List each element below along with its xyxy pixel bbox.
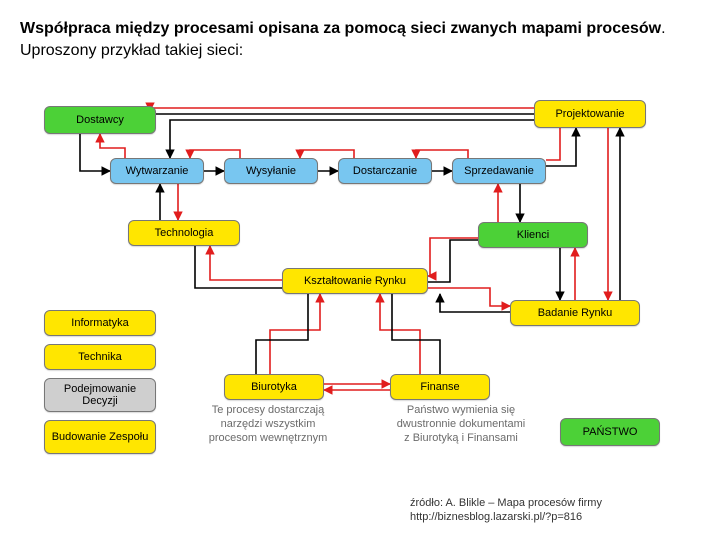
edge-wysylanie-wytwarzanie (190, 150, 240, 158)
edge-wytwarzanie-dostawcy (100, 134, 125, 158)
node-wytwarzanie: Wytwarzanie (110, 158, 204, 184)
edge-klienci-ksztaltowanie (428, 238, 478, 276)
edge-projektowanie-sprzedawanie (546, 128, 560, 160)
node-dostarczanie: Dostarczanie (338, 158, 432, 184)
edge-ksztaltowanie-biurotyka (256, 294, 308, 374)
node-informatyka: Informatyka (44, 310, 156, 336)
cap1: Te procesy dostarczają narzędzi wszystki… (178, 404, 358, 445)
edge-finanse-ksztaltowanie (380, 294, 420, 374)
node-badanie: Badanie Rynku (510, 300, 640, 326)
edge-biurotyka-ksztaltowanie (270, 294, 320, 374)
edge-projektowanie-wytwarzanie (170, 120, 534, 158)
node-ksztaltowanie: Kształtowanie Rynku (282, 268, 428, 294)
node-finanse: Finanse (390, 374, 490, 400)
source-citation: źródło: A. Blikle – Mapa procesów firmy … (410, 496, 602, 525)
node-zespol: Budowanie Zespołu (44, 420, 156, 454)
node-biurotyka: Biurotyka (224, 374, 324, 400)
edge-sprzedawanie-dostarczanie (416, 150, 468, 158)
node-sprzedawanie: Sprzedawanie (452, 158, 546, 184)
edge-ksztaltowanie-technologia (210, 246, 282, 280)
edge-dostarczanie-wysylanie (300, 150, 354, 158)
node-wysylanie: Wysyłanie (224, 158, 318, 184)
source-line2: http://biznesblog.lazarski.pl/?p=816 (410, 511, 582, 523)
edge-ksztaltowanie-finanse (392, 294, 440, 374)
node-panstwo: PAŃSTWO (560, 418, 660, 446)
node-klienci: Klienci (478, 222, 588, 248)
edge-ksztaltowanie-klienci (428, 240, 478, 282)
cap2: Państwo wymienia się dwustronnie dokumen… (366, 404, 556, 445)
node-projektowanie: Projektowanie (534, 100, 646, 128)
edge-projektowanie-dostawcy (150, 108, 534, 111)
edge-badanie-ksztaltowanie (440, 294, 510, 312)
edge-dostawcy-wytwarzanie (80, 134, 110, 171)
source-line1: źródło: A. Blikle – Mapa procesów firmy (410, 497, 602, 509)
node-decyzje: Podejmowanie Decyzji (44, 378, 156, 412)
node-technologia: Technologia (128, 220, 240, 246)
node-dostawcy: Dostawcy (44, 106, 156, 134)
node-technika: Technika (44, 344, 156, 370)
diagram-stage: Dostawcy Projektowanie Wytwarzanie Wysyłani… (0, 0, 720, 540)
edge-technologia-ksztaltowanie (195, 246, 282, 288)
